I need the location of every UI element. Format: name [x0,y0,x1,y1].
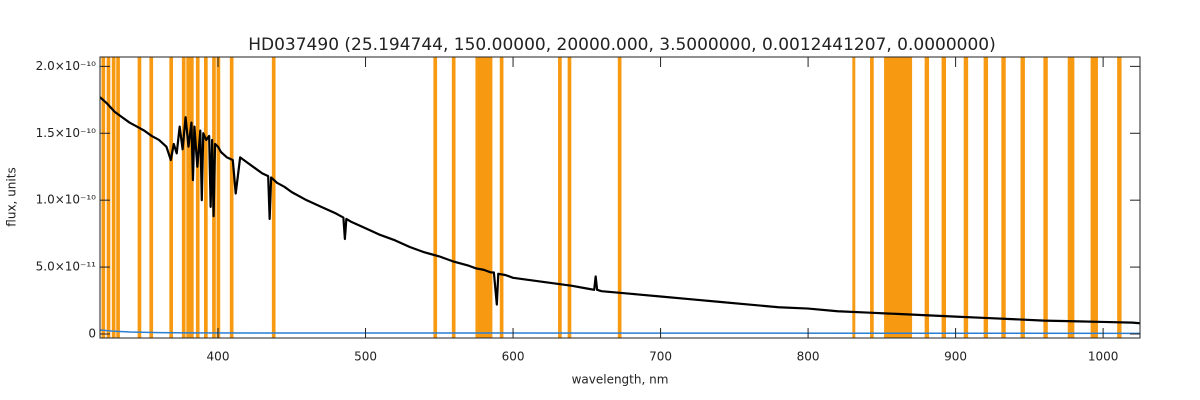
x-tick-label: 600 [502,350,525,364]
masked-region [169,57,174,338]
masked-region [111,57,116,338]
x-tick-label: 400 [207,350,230,364]
masked-region [229,57,234,338]
masked-region [983,57,989,338]
chart-title: HD037490 (25.194744, 150.00000, 20000.00… [248,35,996,55]
x-tick-label: 800 [797,350,820,364]
masked-region [963,57,969,338]
masked-region [1043,57,1048,338]
spectrum-line [100,96,1140,325]
masked-region [884,57,913,338]
masked-region [186,57,190,338]
masked-region [870,57,874,338]
masked-region [189,57,194,338]
y-tick-label: 2.0×10⁻¹⁰ [36,59,97,73]
masked-region [137,57,142,338]
masked-region [499,57,504,338]
masked-region [1067,57,1075,338]
x-axis-label: wavelength, nm [572,373,669,387]
masked-region [1001,57,1006,338]
masked-region [852,57,856,338]
masked-region [924,57,930,338]
masked-region [1020,57,1025,338]
masked-region [216,57,221,338]
masked-region [451,57,456,338]
x-tick-label: 900 [944,350,967,364]
masked-region [433,57,438,338]
masked-region [149,57,154,338]
masked-region [106,57,111,338]
y-axis-label: flux, units [5,167,19,226]
masked-region [941,57,947,338]
masked-region [617,57,622,338]
y-tick-label: 0 [88,326,96,340]
masked-region [181,57,186,338]
masked-region [271,57,276,338]
y-tick-label: 1.5×10⁻¹⁰ [36,126,97,140]
x-tick-label: 1000 [1088,350,1119,364]
masked-region [116,57,120,338]
y-tick-label: 5.0×10⁻¹¹ [36,260,97,274]
masked-region [1117,57,1122,338]
x-tick-label: 700 [649,350,672,364]
masked-region [204,57,208,338]
x-tick-label: 500 [354,350,377,364]
plot-area [100,57,1140,338]
masked-region [101,57,106,338]
masked-region [558,57,562,338]
masked-region [195,57,200,338]
masked-region [475,57,493,338]
plot-frame [99,56,1141,339]
y-tick-label: 1.0×10⁻¹⁰ [36,193,97,207]
spectrum-line [100,329,1140,335]
masked-region [1090,57,1098,338]
masked-region [567,57,572,338]
